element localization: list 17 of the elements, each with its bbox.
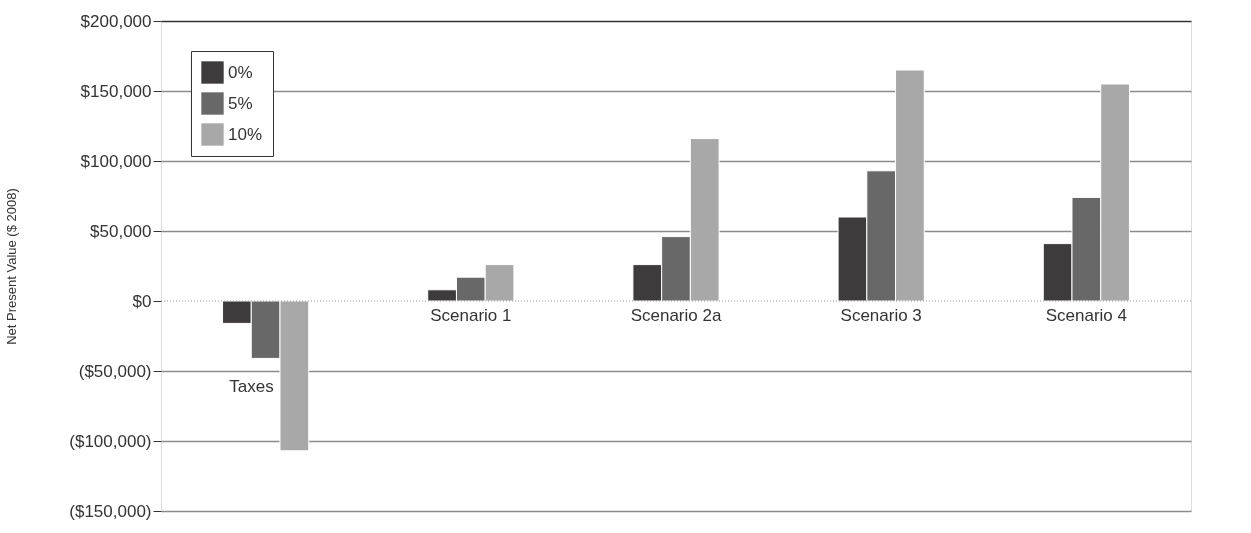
y-tick-label: $50,000: [90, 221, 152, 241]
y-tick-label: $100,000: [80, 151, 152, 171]
y-tick-label: ($50,000): [78, 361, 152, 381]
legend-label: 10%: [228, 124, 263, 144]
legend-label: 5%: [228, 93, 253, 113]
x-tick-label: Scenario 4: [1045, 305, 1127, 325]
y-axis-title: Net Present Value ($ 2008): [4, 188, 20, 345]
x-tick-label: Scenario 2a: [630, 305, 722, 325]
x-tick-label: Scenario 1: [430, 305, 512, 325]
y-tick-label: ($150,000): [69, 501, 152, 521]
y-tick-label: $0: [132, 291, 152, 311]
legend-label: 0%: [228, 62, 253, 82]
y-tick-label: $150,000: [80, 81, 152, 101]
y-tick-label: $200,000: [80, 11, 152, 31]
x-tick-label: Scenario 3: [840, 305, 922, 325]
y-tick-label: ($100,000): [69, 431, 152, 451]
x-tick-label: Taxes: [229, 376, 274, 396]
